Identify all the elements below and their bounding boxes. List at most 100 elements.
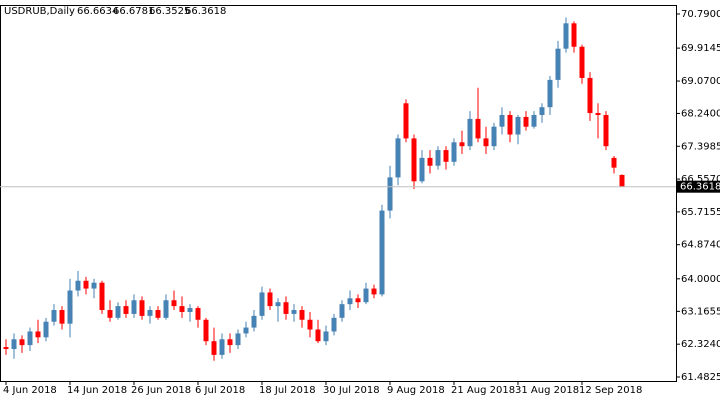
candle-body	[379, 210, 385, 295]
y-tick-label: 61.4825	[681, 372, 720, 383]
candle-body	[83, 280, 89, 289]
header-low: 66.3525	[149, 6, 190, 17]
y-tick-label: 63.1655	[681, 306, 720, 317]
candle-body	[323, 331, 329, 342]
candle-body	[547, 79, 553, 108]
candle-body	[611, 157, 617, 168]
candle-body	[131, 300, 137, 314]
candle-body	[563, 23, 569, 49]
candle-body	[19, 339, 25, 346]
candle-body	[315, 329, 321, 342]
y-tick-label: 66.5570	[681, 174, 720, 185]
x-tick-label: 30 Jul 2018	[323, 385, 380, 396]
y-tick-label: 69.0700	[681, 76, 720, 87]
y-tick-label: 64.0000	[681, 274, 720, 285]
candle-body	[395, 138, 401, 178]
candle-body	[451, 142, 457, 162]
candle-body	[187, 308, 193, 312]
candle-body	[595, 113, 601, 115]
candle-body	[283, 302, 289, 314]
x-tick-label: 26 Jun 2018	[131, 385, 191, 396]
x-tick-label: 18 Jul 2018	[259, 385, 316, 396]
candle-body	[123, 306, 129, 314]
y-tick-label: 69.9145	[681, 43, 720, 54]
x-tick-label: 31 Aug 2018	[515, 385, 579, 396]
candle-body	[35, 331, 41, 338]
candle-body	[3, 347, 9, 350]
candle-body	[195, 308, 201, 320]
header-close: 66.3618	[185, 6, 226, 17]
y-tick-label: 70.7900	[681, 9, 720, 20]
x-tick-label: 12 Sep 2018	[579, 385, 642, 396]
candle-body	[59, 310, 65, 324]
candle-body	[219, 339, 225, 355]
candle-body	[267, 292, 273, 307]
candle-body	[91, 282, 97, 289]
candle-body	[475, 118, 481, 139]
candle-body	[539, 107, 545, 115]
candle-body	[291, 310, 297, 314]
candle-body	[251, 315, 257, 328]
candle-body	[363, 288, 369, 303]
x-tick-label: 14 Jun 2018	[67, 385, 127, 396]
candle-body	[427, 157, 433, 166]
candle-body	[331, 317, 337, 332]
candle-body	[67, 290, 73, 324]
candle-body	[483, 138, 489, 147]
candle-body	[43, 321, 49, 338]
candle-body	[155, 310, 161, 318]
y-tick-label: 64.8740	[681, 240, 720, 251]
y-tick-label: 62.3240	[681, 339, 720, 350]
candle-body	[467, 118, 473, 147]
candle-body	[499, 114, 505, 127]
candle-body	[275, 302, 281, 307]
candle-body	[51, 310, 57, 322]
last-price-label: 66.3618	[680, 182, 720, 193]
candle-body	[579, 46, 585, 78]
candle-body	[435, 150, 441, 166]
plot-frame	[0, 5, 677, 382]
candle-body	[443, 150, 449, 162]
candle-body	[163, 300, 169, 318]
candle-body	[203, 319, 209, 342]
candle-body	[179, 306, 185, 312]
candle-body	[171, 300, 177, 307]
candle-body	[403, 103, 409, 139]
candle-body	[147, 310, 153, 316]
candle-body	[139, 300, 145, 316]
candle-body	[411, 138, 417, 182]
candle-body	[75, 280, 81, 291]
candle-body	[211, 341, 217, 355]
candle-body	[307, 319, 313, 330]
candle-body	[387, 177, 393, 211]
y-tick-label: 67.3985	[681, 141, 720, 152]
candle-body	[11, 339, 17, 350]
x-tick-label: 4 Jun 2018	[3, 385, 57, 396]
header-high: 66.6781	[113, 6, 154, 17]
y-tick-label: 68.2400	[681, 108, 720, 119]
candle-body	[371, 288, 377, 295]
candle-body	[571, 23, 577, 47]
candle-body	[523, 116, 529, 127]
candle-body	[259, 292, 265, 316]
candle-body	[619, 174, 625, 187]
x-tick-label: 6 Jul 2018	[195, 385, 245, 396]
candle-body	[355, 298, 361, 303]
x-tick-label: 9 Aug 2018	[387, 385, 445, 396]
candle-body	[107, 310, 113, 318]
candle-body	[243, 327, 249, 334]
last-price-box	[677, 180, 720, 193]
candle-body	[339, 304, 345, 318]
y-tick-label: 65.7155	[681, 207, 720, 218]
candle-body	[603, 114, 609, 147]
candle-body	[531, 114, 537, 127]
candle-body	[587, 77, 593, 114]
x-tick-label: 21 Aug 2018	[451, 385, 515, 396]
candle-body	[419, 157, 425, 182]
candle-body	[555, 48, 561, 80]
candle-body	[235, 333, 241, 346]
candle-body	[459, 142, 465, 147]
candle-body	[299, 310, 305, 320]
candle-body	[491, 126, 497, 147]
